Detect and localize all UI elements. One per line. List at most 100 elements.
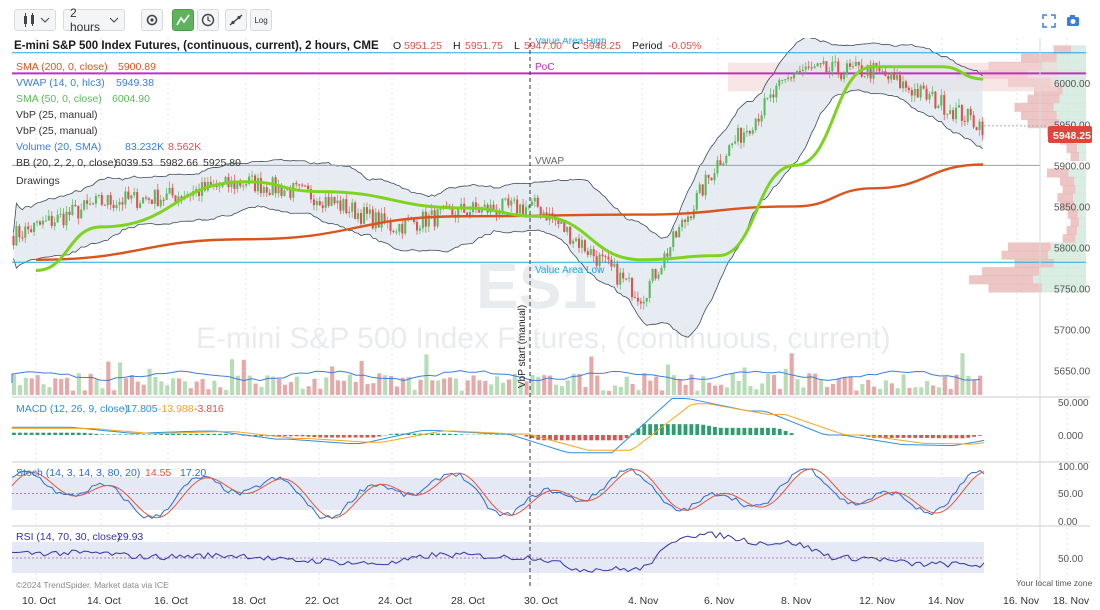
macd-histogram-bar	[206, 433, 211, 435]
candle-body	[404, 218, 407, 234]
vbp2-label[interactable]: VbP (25, manual)	[16, 125, 98, 137]
macd-tick-label: 0.000	[1058, 431, 1083, 442]
vbp-bar-up	[1053, 258, 1086, 268]
volume-bar	[624, 376, 629, 395]
volume-bar	[495, 376, 500, 395]
candle-body	[648, 280, 651, 298]
macd-histogram-bar	[29, 432, 34, 435]
candle-body	[881, 71, 884, 73]
sma50-label[interactable]: SMA (50, 0, close)	[16, 93, 102, 105]
volume-bar	[801, 387, 806, 395]
volume-bar	[718, 384, 724, 395]
chevron-down-icon	[40, 17, 50, 23]
candle-body	[763, 98, 766, 116]
price-tag-bg	[1048, 126, 1092, 143]
macd-histogram-bar	[418, 433, 423, 435]
macd-histogram-bar	[365, 435, 370, 438]
volume-bar	[654, 376, 659, 395]
vbp-bar-down	[1047, 168, 1069, 178]
volume-bar	[824, 387, 830, 395]
macd-histogram-bar	[218, 433, 223, 435]
macd-histogram-bar	[665, 424, 670, 435]
screenshot-button[interactable]	[1066, 14, 1080, 33]
candle-body	[728, 145, 731, 156]
volume-bar	[12, 374, 17, 395]
settings-button[interactable]	[141, 9, 163, 31]
candle-body	[36, 221, 39, 223]
candle-body	[38, 221, 42, 225]
macd-histogram-bar	[701, 424, 706, 435]
log-scale-button[interactable]: Log	[250, 9, 272, 31]
sma200-line	[35, 163, 984, 261]
volume-bar	[447, 377, 453, 395]
volume-bar	[960, 353, 965, 395]
drawing-tools-button[interactable]	[225, 9, 247, 31]
volume-bar	[76, 373, 81, 395]
macd-histogram-bar	[895, 435, 900, 438]
candle-body	[622, 272, 625, 279]
macd-histogram-bar	[65, 432, 69, 435]
candle-body	[636, 297, 639, 302]
poc-label: PoC	[535, 62, 554, 73]
macd-histogram-bar	[683, 424, 688, 435]
vbp1-label[interactable]: VbP (25, manual)	[16, 109, 98, 121]
time-button[interactable]	[197, 9, 219, 31]
macd-histogram-bar	[282, 435, 287, 437]
chart-area[interactable]: ES1 E-mini S&P 500 Index Futures, (conti…	[0, 38, 1100, 610]
volume-bar	[771, 374, 777, 395]
chart-type-button[interactable]	[14, 9, 56, 31]
candle-body	[757, 118, 760, 122]
candle-body	[866, 64, 869, 77]
stoch-label[interactable]: Stoch (14, 3, 14, 3, 80, 20)	[16, 467, 140, 479]
macd-value-1: -17.805	[122, 403, 158, 415]
volume-bar	[176, 378, 182, 395]
stoch-pane	[11, 468, 985, 520]
volume-bar	[754, 389, 759, 395]
macd-histogram-bar	[176, 433, 181, 435]
vbp-bar-down	[1014, 102, 1054, 112]
vwap-label[interactable]: VWAP (14, 0, hlc3)	[16, 77, 105, 89]
interval-select[interactable]: 2 hours	[63, 6, 125, 34]
candle-body	[822, 61, 825, 65]
macd-histogram-bar	[141, 434, 146, 435]
volume-bar	[925, 380, 930, 395]
candle-body	[628, 277, 631, 279]
macd-histogram-bar	[194, 433, 199, 435]
indicators-button[interactable]	[172, 9, 194, 31]
vbp-bar-down	[1014, 258, 1054, 268]
candle-body	[837, 61, 840, 74]
bb-label[interactable]: BB (20, 2, 2, 0, close)	[16, 157, 117, 169]
candle-body	[689, 216, 692, 219]
candle-body	[277, 185, 280, 194]
candle-body	[781, 79, 784, 81]
candle-body	[795, 70, 798, 74]
rsi-line	[11, 531, 985, 573]
candle-body	[875, 62, 878, 67]
candle-body	[816, 63, 819, 67]
volume-bar	[901, 374, 906, 395]
fullscreen-button[interactable]	[1042, 14, 1056, 33]
sma200-label[interactable]: SMA (200, 0, close)	[16, 61, 108, 73]
volume-bar	[813, 373, 818, 395]
candle-body	[168, 187, 171, 194]
vbp-bar-up	[1077, 209, 1086, 219]
volume-bar	[112, 390, 117, 395]
rsi-label[interactable]: RSI (14, 70, 30, close)	[16, 531, 120, 543]
candle-body	[492, 204, 495, 211]
volume-label[interactable]: Volume (20, SMA)	[16, 141, 101, 153]
macd-histogram-bar	[754, 427, 759, 435]
candle-body	[112, 204, 115, 209]
vbp-bar-down	[988, 283, 1043, 293]
stoch-k-line	[11, 468, 985, 520]
volume-bar	[854, 390, 859, 395]
timezone-label[interactable]: Your local time zone	[1016, 578, 1093, 588]
drawings-label[interactable]: Drawings	[16, 175, 60, 187]
candle-body	[368, 209, 371, 214]
candle-body	[507, 198, 510, 206]
candle-body	[557, 220, 560, 224]
candle-body	[678, 227, 681, 238]
candle-body	[103, 204, 106, 206]
volume-bar	[966, 375, 971, 395]
candle-body	[309, 189, 312, 200]
macd-label[interactable]: MACD (12, 26, 9, close)	[16, 403, 128, 415]
